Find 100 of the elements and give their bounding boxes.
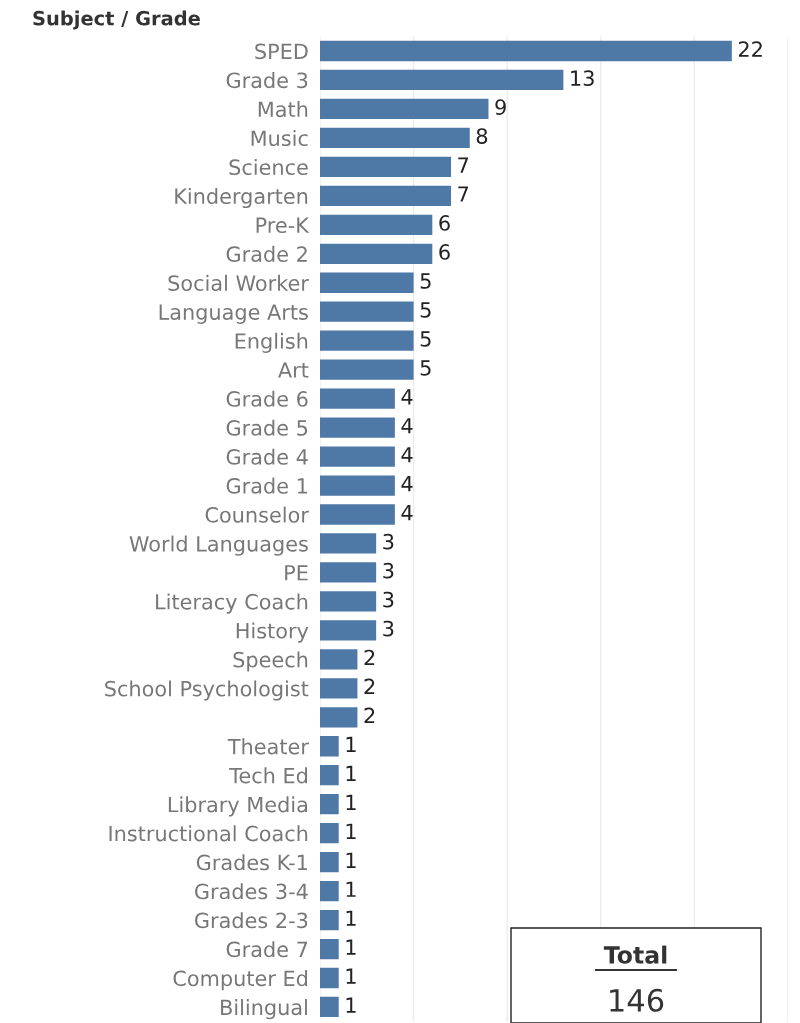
y-tick-label: Grades K-1 [196, 854, 307, 871]
bar [320, 185, 452, 206]
bar [320, 359, 414, 380]
data-label: 5 [420, 302, 431, 318]
y-tick-label: Bilingual [221, 999, 307, 1020]
data-label: 2 [364, 678, 375, 695]
y-tick-label: Grade 3 [226, 72, 308, 89]
data-label: 3 [383, 533, 394, 550]
y-tick-label: Grade 4 [226, 448, 308, 465]
bar [320, 98, 489, 120]
annotation: 146 [610, 988, 664, 1012]
bar [320, 967, 339, 989]
y-tick-label: Literacy Coach [156, 593, 308, 614]
y-tick-label: Grade 7 [226, 941, 308, 958]
data-label: 4 [401, 476, 413, 492]
data-label: 8 [476, 128, 488, 144]
data-label: 5 [420, 331, 431, 347]
y-tick-label: PE [285, 565, 308, 581]
bar [320, 40, 732, 62]
data-label: 1 [346, 794, 356, 810]
bar [320, 272, 414, 293]
data-label: 7 [458, 157, 469, 173]
bar [320, 736, 339, 757]
data-label: 3 [383, 562, 394, 579]
y-tick-label: History [236, 622, 309, 643]
y-tick-label: English [235, 332, 308, 353]
data-label: 2 [364, 707, 375, 724]
bar [320, 880, 339, 902]
bar [320, 301, 414, 322]
annotation: Total [603, 945, 667, 964]
y-tick-label: Grade 1 [226, 477, 307, 494]
data-label: 1 [346, 765, 356, 781]
data-label: 3 [383, 620, 394, 637]
data-label: 7 [458, 186, 469, 202]
data-label: 6 [439, 244, 450, 260]
bar [320, 417, 395, 438]
bar [320, 127, 470, 149]
bar [320, 591, 377, 612]
bar [320, 823, 339, 844]
y-tick-label: Math [258, 101, 308, 118]
data-label: 4 [401, 418, 413, 434]
data-label: 1 [346, 852, 356, 868]
bar [320, 243, 433, 264]
bar [320, 996, 339, 1018]
bar [320, 330, 414, 351]
y-tick-label: Art [278, 362, 309, 378]
bar [320, 475, 395, 496]
y-tick-label: Grades 3-4 [195, 883, 308, 900]
bar [320, 388, 395, 409]
data-label: 9 [495, 99, 506, 115]
bar [320, 504, 395, 525]
y-tick-label: Grade 6 [226, 390, 308, 407]
y-tick-label: Pre-K [256, 217, 310, 234]
data-label: 1 [346, 939, 356, 955]
data-label: 4 [401, 505, 413, 521]
data-label: 13 [571, 70, 594, 87]
bar [320, 794, 339, 815]
bar [320, 156, 452, 178]
bar [320, 69, 564, 91]
y-tick-label: Tech Ed [229, 767, 307, 784]
bar [320, 765, 339, 786]
y-tick-label: Grade 5 [226, 419, 308, 436]
data-label: 22 [738, 41, 762, 57]
data-label: 1 [346, 823, 356, 839]
y-tick-label: Counselor [205, 506, 309, 523]
y-tick-label: World Languages [129, 535, 308, 556]
bar [320, 707, 358, 728]
data-label: 3 [383, 591, 394, 608]
bar [320, 562, 377, 583]
y-tick-label: Language Arts [159, 304, 308, 324]
y-tick-label: Theater [227, 738, 309, 755]
y-tick-label: Science [229, 158, 308, 176]
data-label: 1 [346, 997, 356, 1013]
bar [320, 620, 377, 641]
bar [320, 938, 339, 960]
y-tick-label: Music [251, 130, 308, 147]
y-tick-label: Grade 2 [226, 245, 307, 262]
bar [320, 678, 358, 699]
y-tick-label: Grades 2-3 [195, 912, 308, 929]
bar [320, 533, 377, 554]
y-axis-title: Subject / Grade [33, 10, 200, 30]
bar [320, 852, 339, 873]
data-label: 1 [346, 968, 356, 984]
bar [320, 214, 433, 235]
y-tick-label: Speech [233, 651, 308, 672]
y-tick-label: SPED [255, 43, 308, 60]
data-label: 1 [346, 736, 356, 753]
bar [320, 649, 358, 670]
bar [320, 446, 395, 467]
data-label: 1 [346, 881, 356, 897]
y-tick-label: Kindergarten [175, 187, 308, 209]
y-tick-label: Library Media [168, 796, 307, 817]
data-label: 6 [439, 215, 450, 231]
y-tick-label: School Psychologist [105, 680, 309, 701]
y-tick-label: Computer Ed [173, 970, 307, 991]
data-label: 5 [420, 360, 431, 376]
y-tick-label: Social Worker [168, 274, 309, 291]
bar [320, 909, 339, 931]
data-label: 4 [401, 389, 413, 405]
y-tick-label: Instructional Coach [109, 825, 308, 842]
